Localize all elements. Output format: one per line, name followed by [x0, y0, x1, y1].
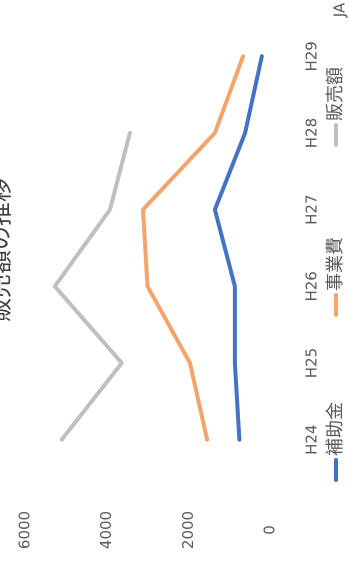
- x-tick-label: H24: [303, 424, 321, 454]
- corner-label: JA: [331, 2, 349, 18]
- legend-label: 事業費: [325, 237, 346, 291]
- x-tick-label: H26: [303, 271, 321, 301]
- series-line: [141, 54, 246, 442]
- legend-label: 補助金: [325, 402, 346, 456]
- y-tick-label: 6000: [16, 511, 34, 549]
- series-line: [52, 131, 132, 442]
- rotated-chart: 販売額の推移 JA 0 2000 4000 6000 H24 H25 H26 H27 H28 H2…: [0, 2, 349, 549]
- x-tick-label: H27: [303, 194, 321, 224]
- x-tick-label: H29: [303, 41, 321, 71]
- y-tick-label: 2000: [179, 511, 197, 549]
- x-tick-label: H25: [303, 348, 321, 378]
- legend-label: 販売額: [325, 67, 346, 121]
- chart-title: 販売額の推移: [0, 178, 15, 322]
- y-tick-label: 4000: [97, 511, 115, 549]
- series-line: [212, 54, 264, 442]
- y-tick-label: 0: [261, 525, 279, 535]
- x-tick-label: H28: [303, 118, 321, 148]
